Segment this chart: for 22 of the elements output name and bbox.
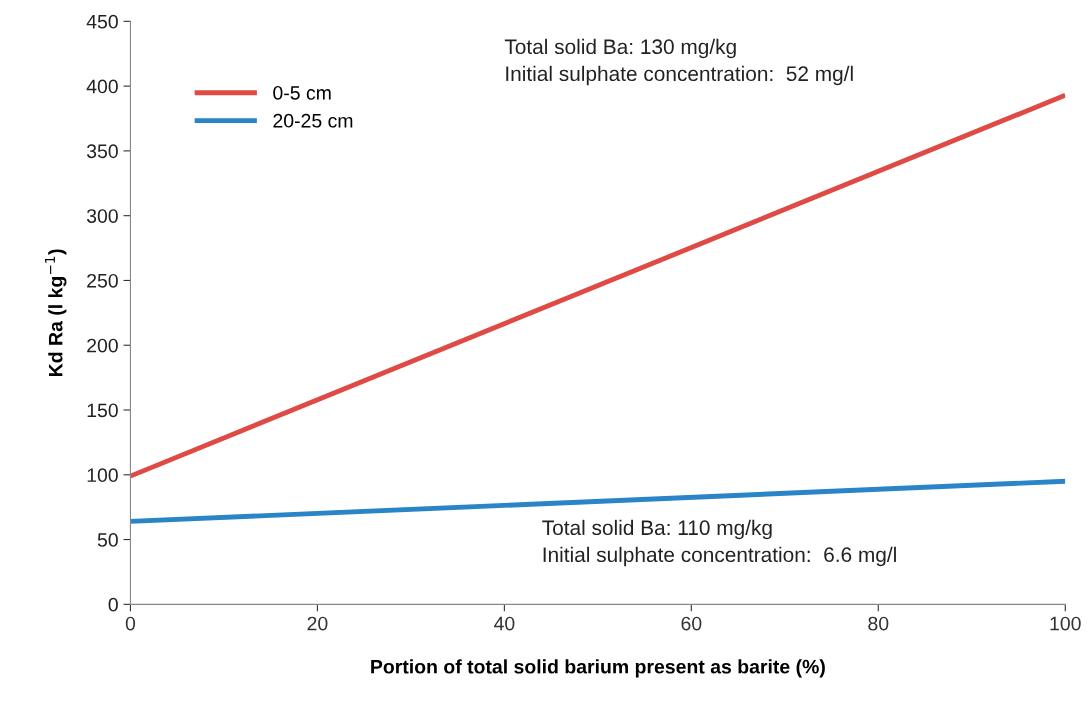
- x-tick-label: 80: [868, 616, 889, 631]
- y-tick-label: 350: [86, 144, 118, 159]
- y-tick-label: 250: [87, 273, 118, 288]
- y-tick-label: 400: [86, 79, 118, 94]
- legend-label: 20-25 cm: [273, 113, 353, 128]
- x-tick-label: 0: [125, 616, 136, 631]
- legend-label: 0-5 cm: [273, 85, 331, 100]
- y-tick-label: 450: [86, 14, 118, 29]
- x-tick-label: 100: [1050, 616, 1081, 631]
- annotation: Total solid Ba: 110 mg/kg Initial sulphate concentration: 6.6 mg/l: [542, 519, 896, 567]
- x-axis-title: Portion of total solid barium present as barite (%): [371, 659, 825, 678]
- x-tick-label: 60: [681, 616, 702, 631]
- y-tick-label: 0: [108, 597, 118, 612]
- x-tick-label: 40: [494, 616, 515, 631]
- y-axis-title: Kd Ra (l kg$^{−1}$): [44, 249, 67, 376]
- y-tick-label: 50: [97, 533, 118, 547]
- y-tick-label: 300: [86, 209, 118, 223]
- y-tick-label: 150: [87, 403, 118, 418]
- annotation: Total solid Ba: 130 mg/kg Initial sulphate concentration: 52 mg/l: [504, 38, 853, 86]
- y-tick-label: 200: [87, 338, 118, 353]
- x-tick-label: 20: [307, 616, 328, 631]
- y-tick-label: 100: [87, 468, 118, 483]
